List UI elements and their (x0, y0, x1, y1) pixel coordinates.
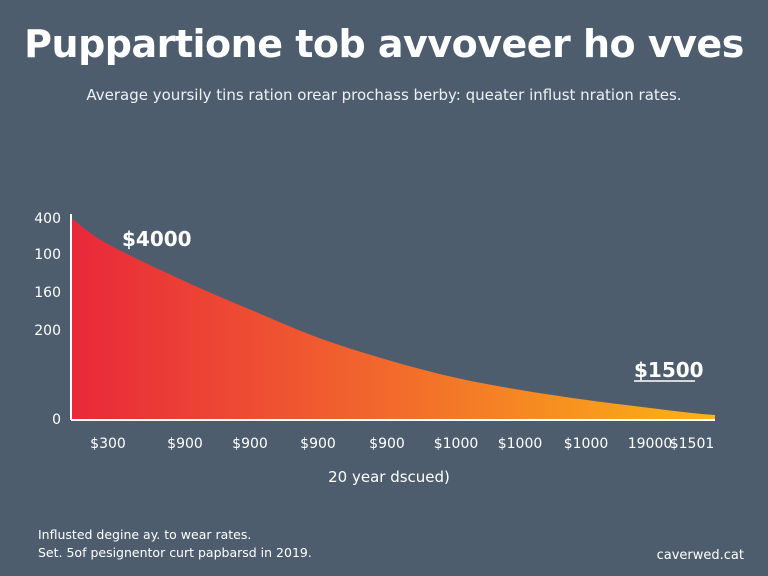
footnote-2: Set. 5of pesignentor curt papbarsd in 20… (38, 545, 312, 560)
x-tick-label: $900 (167, 436, 203, 452)
x-tick-label: $1000 (434, 436, 479, 452)
x-tick-label: 19000 (628, 436, 673, 452)
x-tick-label: $900 (369, 436, 405, 452)
annotation-end-value: $1500 (634, 358, 704, 382)
x-tick-label: $1000 (498, 436, 543, 452)
x-axis-label: 20 year dscued) (328, 468, 450, 486)
footnote-1: Influsted degine ay. to wear rates. (38, 527, 252, 542)
x-tick-label: $1000 (564, 436, 609, 452)
y-tick-label: 400 (34, 211, 61, 227)
x-tick-label: $1501 (670, 436, 715, 452)
y-tick-label: 100 (34, 247, 61, 263)
y-tick-label: 160 (34, 285, 61, 301)
x-tick-label: $900 (300, 436, 336, 452)
annotation-start-value: $4000 (122, 227, 192, 251)
source-credit: caverwed.cat (656, 548, 744, 563)
chart-title: Puppartione tob avvoveer ho vves (24, 22, 744, 66)
area-series (71, 218, 715, 419)
y-tick-label: 0 (52, 412, 61, 428)
chart-subtitle: Average yoursily tins ration orear proch… (86, 86, 682, 104)
x-tick-label: $900 (232, 436, 268, 452)
x-tick-label: $300 (90, 436, 126, 452)
y-tick-label: 200 (34, 323, 61, 339)
